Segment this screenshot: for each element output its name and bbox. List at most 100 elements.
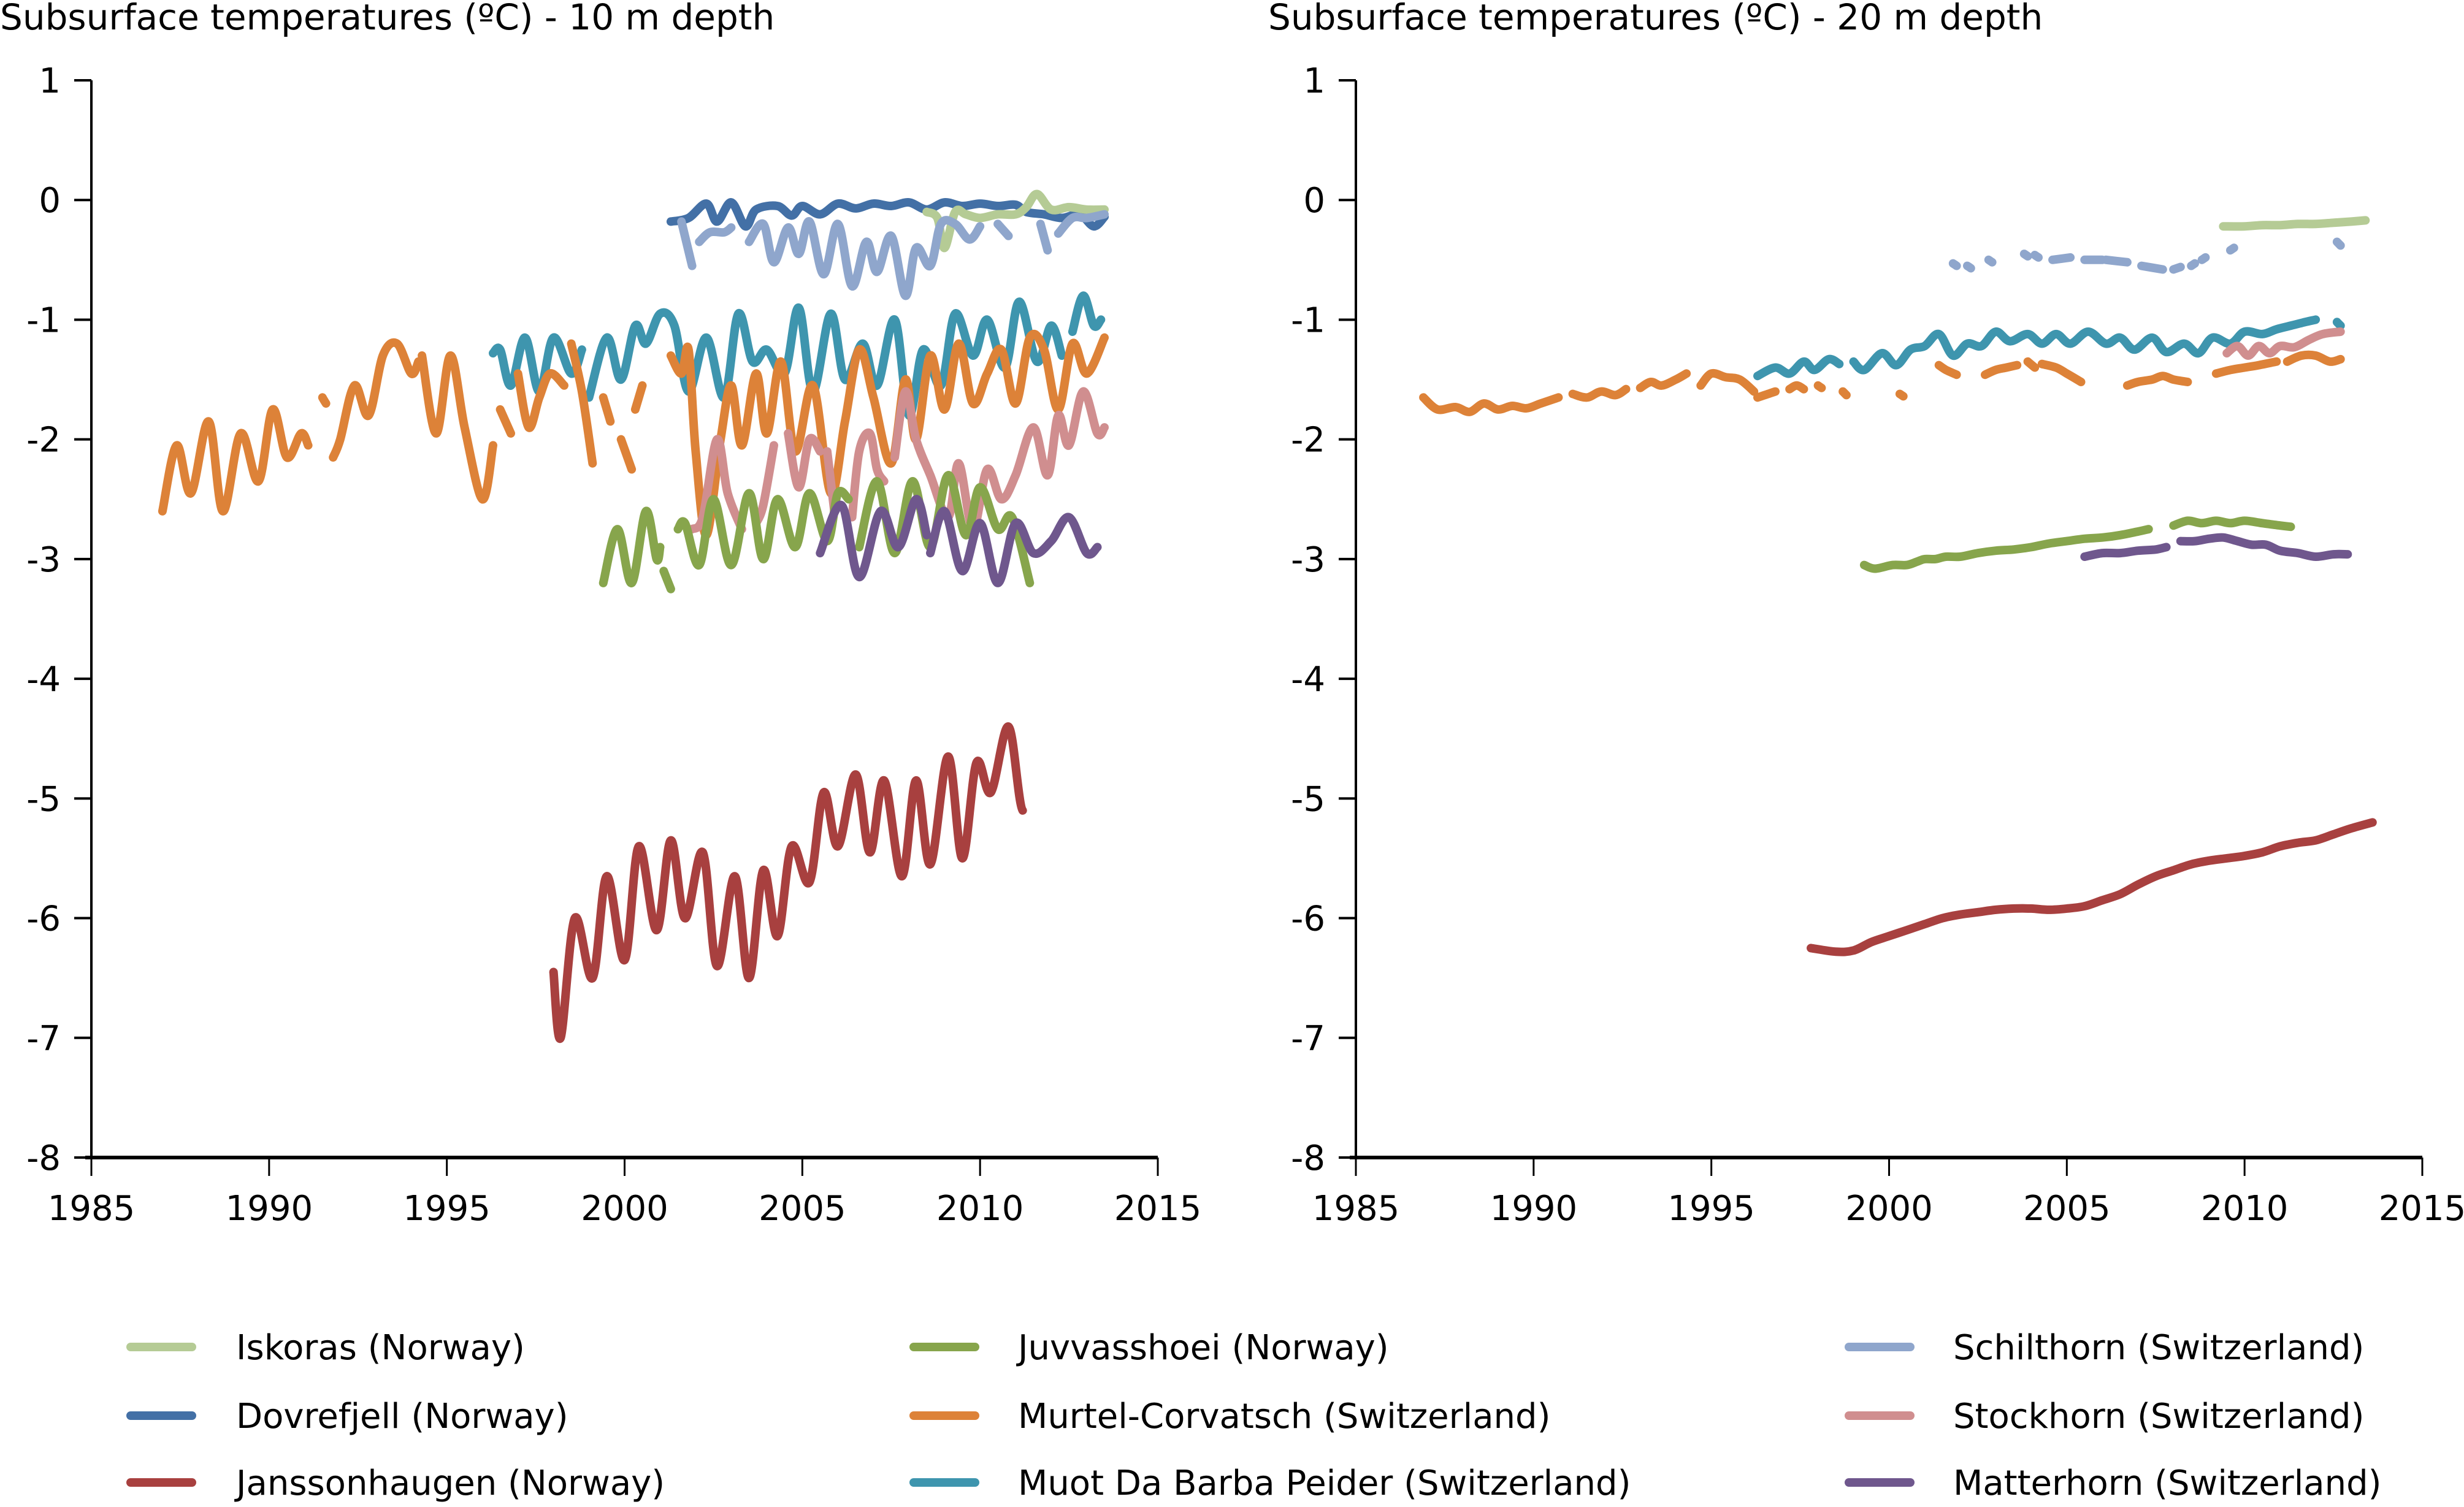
legend-label: Janssonhaugen (Norway)	[234, 1463, 665, 1503]
legend-label: Murtel-Corvatsch (Switzerland)	[1018, 1397, 1550, 1436]
y-tick-label: -1	[1291, 300, 1325, 340]
legend-label: Iskoras (Norway)	[236, 1328, 525, 1368]
series-line-schilthorn	[2048, 253, 2075, 264]
series-line-murtel	[1696, 368, 1759, 396]
legend-label: Stockhorn (Switzerland)	[1953, 1397, 2364, 1436]
axes-20m: 1 0 -1 -2 -3 -4 -5 -6 -7 -8 1985 1990 1995 2000 2005 20…	[1291, 61, 2464, 1229]
series-line-murtel	[495, 405, 515, 438]
series-line-muot	[584, 297, 1066, 420]
x-tick-label: 1990	[226, 1189, 313, 1229]
series-line-stockhorn	[784, 429, 825, 492]
series-line-dovrefjell	[666, 198, 1109, 231]
series-line-janssonhaugen	[1807, 818, 2377, 956]
series-line-murtel	[1419, 393, 1563, 416]
series-line-murtel	[1785, 381, 1808, 394]
series-line-murtel	[318, 393, 331, 408]
x-tick-label: 1995	[403, 1189, 491, 1229]
series-schilthorn	[1948, 237, 2345, 274]
series-line-schilthorn	[2332, 237, 2345, 250]
series-line-murtel	[1753, 387, 1780, 402]
series-line-schilthorn	[2030, 251, 2043, 262]
series-line-schilthorn	[677, 217, 697, 270]
series-iskoras	[922, 189, 1109, 253]
series-matterhorn	[816, 495, 1102, 587]
series-line-schilthorn	[2019, 250, 2032, 261]
series-line-murtel	[567, 339, 597, 468]
series-line-schilthorn	[2137, 261, 2167, 274]
y-tick-label: -1	[26, 300, 61, 340]
series-line-murtel	[1895, 389, 1908, 401]
series-line-murtel	[1568, 384, 1631, 402]
series-line-murtel	[630, 381, 647, 414]
series-group-20m	[1419, 216, 2377, 956]
y-tick-label: 0	[39, 181, 61, 221]
series-line-murtel	[1934, 361, 1961, 380]
series-line-murtel	[616, 435, 637, 474]
series-line-stockhorn	[2222, 327, 2345, 360]
series-line-stockhorn	[890, 387, 1109, 534]
series-murtel	[158, 329, 1109, 540]
legend-label: Dovrefjell (Norway)	[236, 1397, 568, 1436]
legend-item-janssonhaugen: Janssonhaugen (Norway)	[126, 1463, 665, 1503]
series-line-schilthorn	[2197, 253, 2210, 264]
series-line-matterhorn	[926, 506, 1102, 587]
series-line-stockhorn	[847, 428, 889, 522]
panel-10m: Subsurface temperatures (ºC) - 10 m dept…	[0, 0, 1201, 1229]
legend-item-dovrefjell: Dovrefjell (Norway)	[126, 1397, 568, 1436]
y-tick-label: 0	[1303, 181, 1325, 221]
axes-10m: 1 0 -1 -2 -3 -4 -5 -6 -7 -8 1985 1990 1995 2000 2005 20…	[26, 61, 1201, 1229]
series-line-matterhorn	[2080, 543, 2171, 561]
legend-item-stockhorn: Stockhorn (Switzerland)	[1845, 1397, 2364, 1436]
x-tick-label: 2005	[759, 1189, 846, 1229]
y-tick-label: 1	[1303, 61, 1325, 101]
series-line-schilthorn	[1054, 210, 1109, 238]
y-tick-label: -5	[1291, 779, 1325, 819]
x-tick-label: 2000	[1845, 1189, 1933, 1229]
legend-item-iskoras: Iskoras (Norway)	[126, 1328, 525, 1368]
y-tick-label: -8	[1291, 1139, 1325, 1178]
series-line-schilthorn	[1963, 261, 1975, 273]
series-line-matterhorn	[816, 495, 932, 582]
y-tick-label: -4	[26, 660, 61, 700]
y-tick-label: -4	[1291, 660, 1325, 700]
series-line-juvvasshoei	[2169, 516, 2295, 532]
series-janssonhaugen	[549, 722, 1027, 1043]
series-line-muot	[1849, 315, 2321, 375]
panel-title-10m: Subsurface temperatures (ºC) - 10 m dept…	[0, 0, 775, 38]
panel-title-20m: Subsurface temperatures (ºC) - 20 m dept…	[1268, 0, 2043, 38]
x-tick-label: 1995	[1667, 1189, 1755, 1229]
legend-item-murtel: Murtel-Corvatsch (Switzerland)	[909, 1397, 1550, 1436]
series-muot	[489, 291, 1106, 420]
series-line-murtel	[2023, 357, 2040, 372]
legend-label: Muot Da Barba Peider (Switzerland)	[1018, 1463, 1631, 1503]
series-line-schilthorn	[2226, 243, 2238, 255]
series-line-schilthorn	[695, 223, 736, 246]
series-line-schilthorn	[744, 216, 985, 300]
series-line-matterhorn	[2176, 533, 2352, 562]
x-tick-label: 2015	[2379, 1189, 2464, 1229]
series-line-muot	[1068, 291, 1106, 336]
series-line-murtel	[2282, 350, 2345, 366]
series-line-juvvasshoei	[1859, 525, 2153, 573]
series-line-muot	[2332, 318, 2345, 330]
series-line-iskoras	[2219, 216, 2370, 231]
x-tick-label: 2010	[2201, 1189, 2289, 1229]
series-muot	[1753, 315, 2345, 381]
series-line-muot	[1753, 354, 1844, 381]
series-iskoras	[2219, 216, 2370, 231]
series-line-murtel	[666, 329, 1109, 540]
series-murtel	[1419, 350, 2345, 416]
series-juvvasshoei	[1859, 516, 2295, 573]
series-line-stockhorn	[687, 435, 746, 534]
legend-label: Schilthorn (Switzerland)	[1953, 1328, 2364, 1368]
series-line-murtel	[329, 338, 423, 462]
series-line-murtel	[418, 351, 497, 504]
series-dovrefjell	[666, 198, 1109, 231]
series-line-murtel	[599, 393, 615, 426]
series-line-murtel	[1636, 369, 1691, 392]
series-line-murtel	[2122, 372, 2192, 390]
y-tick-label: -3	[1291, 540, 1325, 580]
x-tick-label: 2005	[2023, 1189, 2111, 1229]
y-tick-label: -7	[26, 1019, 61, 1059]
